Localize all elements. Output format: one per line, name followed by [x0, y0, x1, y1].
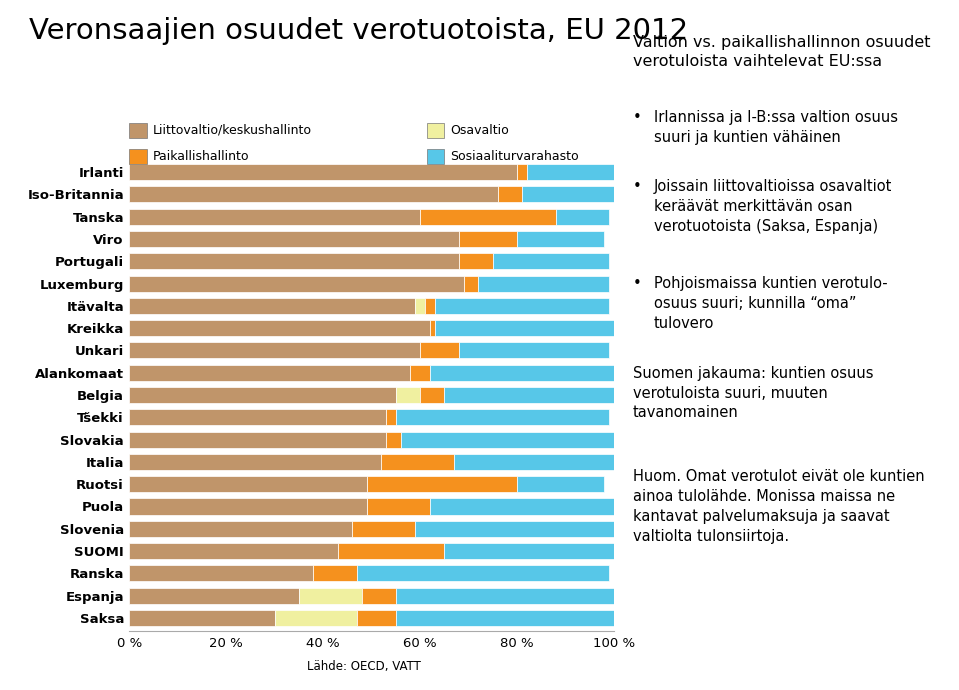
Bar [366, 476, 517, 492]
Bar [396, 409, 609, 425]
Bar [434, 298, 609, 314]
Text: •: • [633, 110, 642, 126]
Bar [430, 365, 614, 381]
Bar [129, 231, 458, 247]
Bar [522, 186, 614, 202]
Bar [425, 298, 434, 314]
Bar [517, 476, 604, 492]
Bar [362, 588, 396, 604]
Bar [129, 320, 430, 336]
Text: Liittovaltio/keskushallinto: Liittovaltio/keskushallinto [152, 124, 312, 137]
Bar [129, 610, 275, 626]
Bar [129, 186, 498, 202]
Bar [338, 543, 444, 559]
Bar [129, 498, 366, 515]
Bar [410, 365, 430, 381]
Bar [129, 521, 352, 537]
Bar [129, 253, 458, 269]
Bar [526, 164, 614, 180]
Bar [129, 298, 415, 314]
Bar [275, 610, 357, 626]
Bar [129, 543, 338, 559]
Bar [396, 610, 614, 626]
Text: •: • [633, 276, 642, 291]
Bar [314, 565, 357, 582]
Bar [444, 387, 614, 403]
Bar [458, 231, 517, 247]
Bar [454, 454, 614, 470]
Bar [396, 387, 420, 403]
Bar [555, 208, 609, 225]
Bar [401, 431, 614, 448]
Bar [129, 431, 386, 448]
Bar [129, 275, 463, 292]
Bar [415, 298, 425, 314]
Text: Paikallishallinto: Paikallishallinto [152, 150, 249, 163]
Bar [129, 208, 420, 225]
Bar [357, 565, 609, 582]
Bar [129, 565, 314, 582]
Bar [129, 342, 420, 359]
Bar [129, 588, 299, 604]
Bar [129, 365, 410, 381]
Text: Veronsaajien osuudet verotuotoista, EU 2012: Veronsaajien osuudet verotuotoista, EU 2… [29, 17, 688, 46]
Text: Valtion vs. paikallishallinnon osuudet
verotuloista vaihtelevat EU:ssa: Valtion vs. paikallishallinnon osuudet v… [633, 34, 930, 69]
Text: Huom. Omat verotulot eivät ole kuntien
ainoa tulolähde. Monissa maissa ne
kantav: Huom. Omat verotulot eivät ole kuntien a… [633, 469, 924, 544]
Text: Pohjoismaissa kuntien verotulo-
osuus suuri; kunnilla “oma”
tulovero: Pohjoismaissa kuntien verotulo- osuus su… [654, 276, 888, 331]
Bar [458, 253, 493, 269]
Bar [396, 588, 614, 604]
Bar [352, 521, 415, 537]
Bar [420, 342, 458, 359]
Bar [415, 521, 614, 537]
Bar [129, 454, 382, 470]
Bar [498, 186, 522, 202]
Bar [420, 208, 555, 225]
Text: Lähde: OECD, VATT: Lähde: OECD, VATT [308, 660, 421, 673]
Text: Joissain liittovaltioissa osavaltiot
keräävät merkittävän osan
verotuotoista (Sa: Joissain liittovaltioissa osavaltiot ker… [654, 179, 893, 234]
Bar [430, 320, 434, 336]
Bar [129, 476, 366, 492]
Text: Sosiaaliturvarahasto: Sosiaaliturvarahasto [450, 150, 578, 163]
Bar [299, 588, 362, 604]
Text: Osavaltio: Osavaltio [450, 124, 508, 137]
Bar [463, 275, 479, 292]
Bar [357, 610, 396, 626]
Bar [366, 498, 430, 515]
Bar [129, 164, 517, 180]
Bar [493, 253, 609, 269]
Bar [386, 431, 401, 448]
Bar [386, 409, 396, 425]
Text: Irlannissa ja I-B:ssa valtion osuus
suuri ja kuntien vähäinen: Irlannissa ja I-B:ssa valtion osuus suur… [654, 110, 898, 145]
Bar [458, 342, 609, 359]
Bar [129, 409, 386, 425]
Bar [517, 231, 604, 247]
Bar [517, 164, 526, 180]
Bar [444, 543, 614, 559]
Bar [129, 387, 396, 403]
Text: •: • [633, 179, 642, 195]
Bar [479, 275, 609, 292]
Text: Suomen jakauma: kuntien osuus
verotuloista suuri, muuten
tavanomainen: Suomen jakauma: kuntien osuus verotulois… [633, 366, 874, 420]
Bar [420, 387, 444, 403]
Bar [430, 498, 614, 515]
Bar [434, 320, 614, 336]
Bar [382, 454, 454, 470]
